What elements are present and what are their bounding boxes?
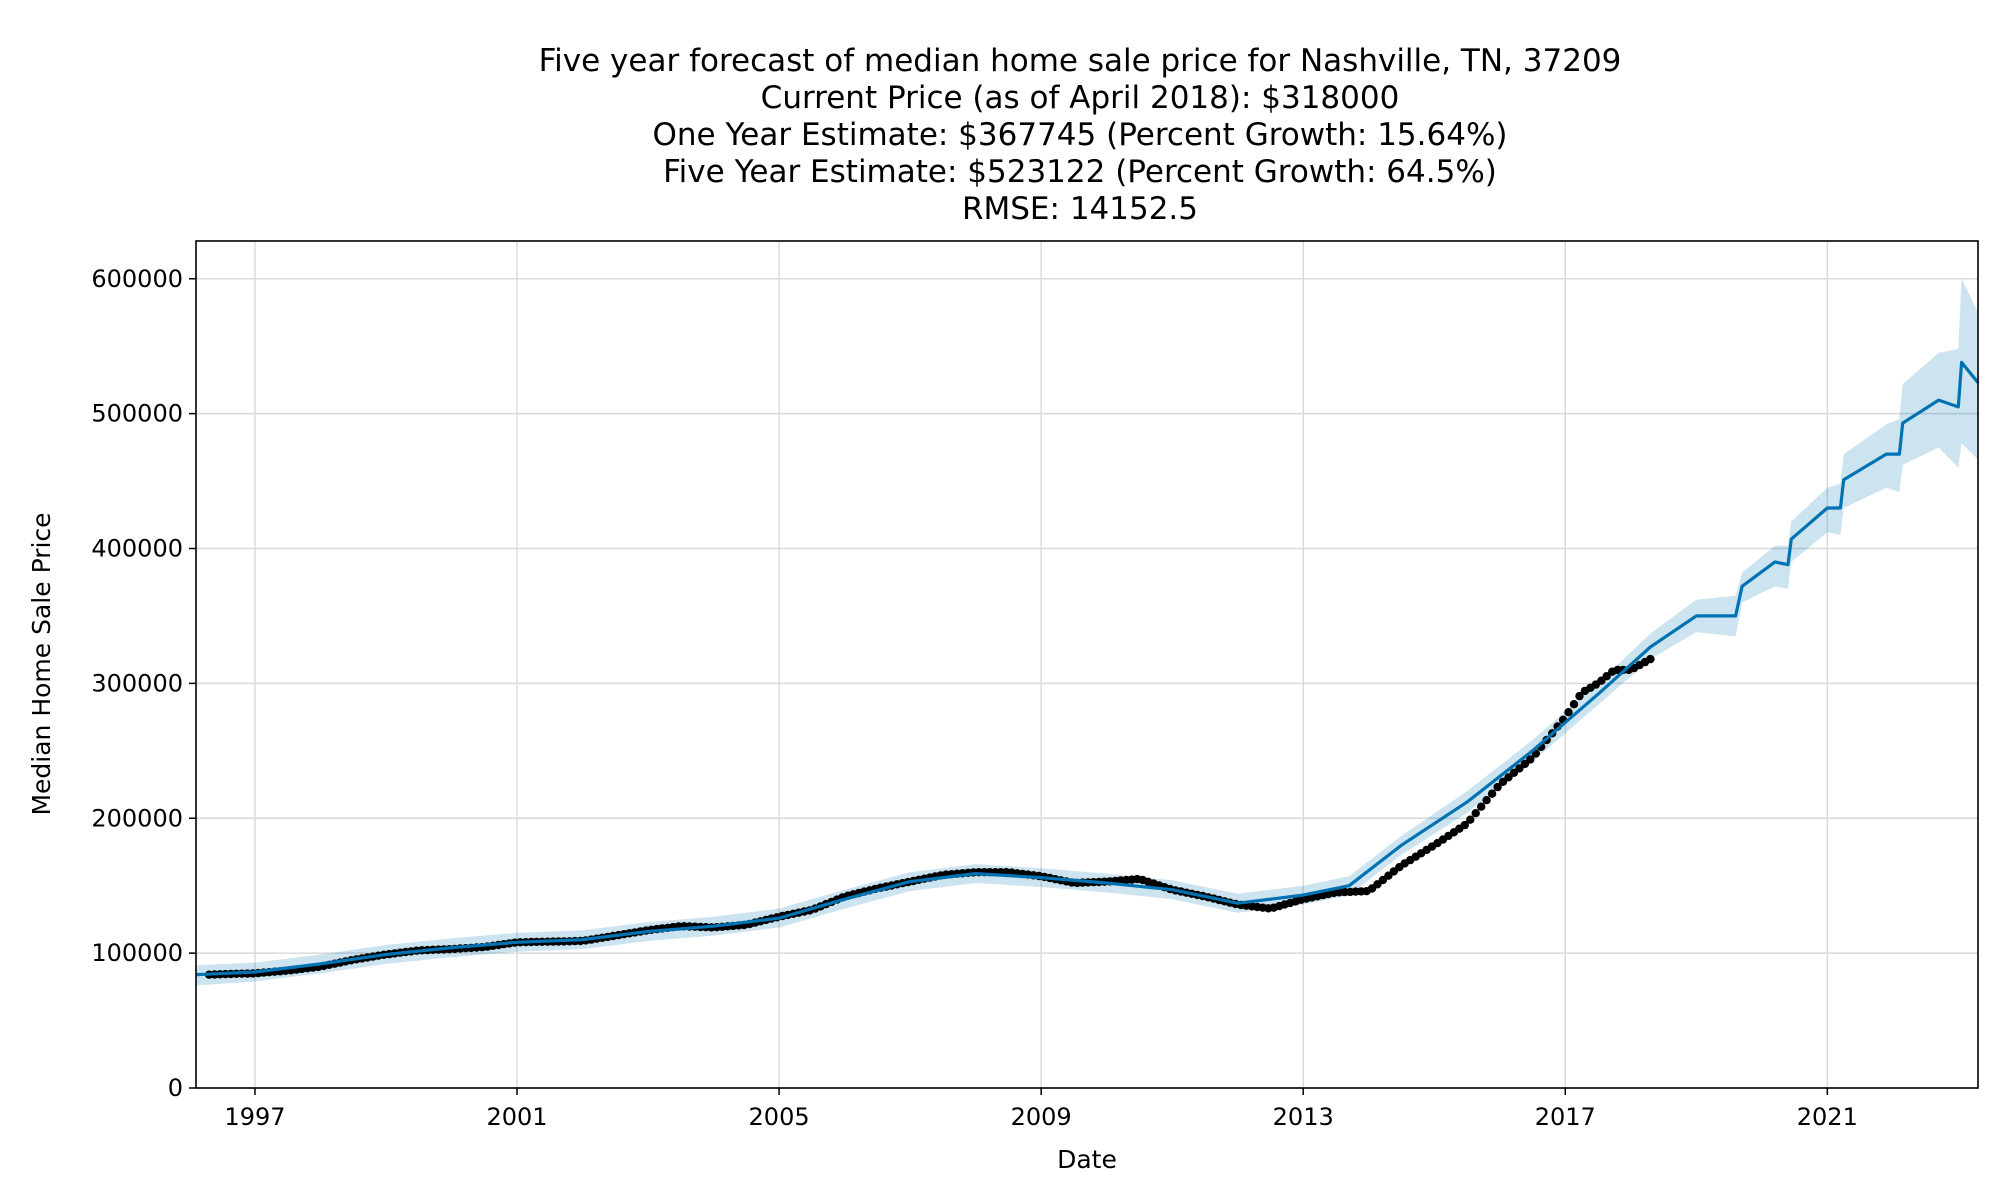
x-axis-label: Date	[1057, 1145, 1117, 1174]
y-tick-label-400000: 400000	[91, 535, 183, 563]
observed-point-251	[1575, 691, 1584, 701]
title-line-1: Five year forecast of median home sale p…	[539, 43, 1622, 79]
forecast-line	[195, 360, 1980, 977]
forecast-line-layer	[195, 360, 1980, 977]
observed-point-231	[1466, 815, 1475, 824]
observed-point-235	[1487, 789, 1497, 798]
observed-point-250	[1569, 700, 1579, 709]
x-tick-label-2009: 2009	[1011, 1103, 1072, 1131]
y-tick-label-500000: 500000	[91, 400, 183, 428]
x-tick-label-2017: 2017	[1535, 1103, 1596, 1131]
title-line-4: Five Year Estimate: $523122 (Percent Gro…	[663, 154, 1497, 190]
observed-point-233	[1477, 802, 1486, 811]
title-line-3: One Year Estimate: $367745 (Percent Grow…	[653, 117, 1508, 153]
x-tick-label-2013: 2013	[1273, 1103, 1334, 1131]
y-axis-label: Median Home Sale Price	[27, 512, 56, 815]
observed-point-230	[1460, 820, 1470, 830]
x-tick-label-2001: 2001	[486, 1103, 547, 1131]
y-tick-label-0: 0	[168, 1074, 183, 1102]
observed-point-249	[1564, 708, 1573, 717]
plot-frame	[195, 240, 1979, 1089]
title-line-5: RMSE: 14152.5	[962, 191, 1198, 227]
observed-point-234	[1482, 796, 1491, 805]
x-tick-label-1997: 1997	[224, 1103, 285, 1131]
x-tick-label-2021: 2021	[1797, 1103, 1858, 1131]
observed-point-232	[1471, 809, 1480, 818]
title-line-2: Current Price (as of April 2018): $31800…	[761, 80, 1400, 116]
y-tick-label-100000: 100000	[91, 939, 183, 967]
observed-point-236	[1493, 782, 1502, 792]
y-tick-label-200000: 200000	[91, 804, 183, 832]
chart-title: Five year forecast of median home sale p…	[539, 43, 1622, 227]
y-axis-ticks: 0 100000 200000 300000 400000 500000 600000	[91, 265, 196, 1102]
observed-point-242	[1526, 755, 1535, 764]
grid-lines	[196, 241, 1978, 1089]
x-axis-ticks: 1997 2001 2005 2009 2013 2017 2021	[224, 1088, 1858, 1131]
y-tick-label-300000: 300000	[91, 669, 183, 697]
x-tick-label-2005: 2005	[749, 1103, 810, 1131]
y-tick-label-600000: 600000	[91, 265, 183, 293]
observed-point-264	[1646, 654, 1655, 664]
